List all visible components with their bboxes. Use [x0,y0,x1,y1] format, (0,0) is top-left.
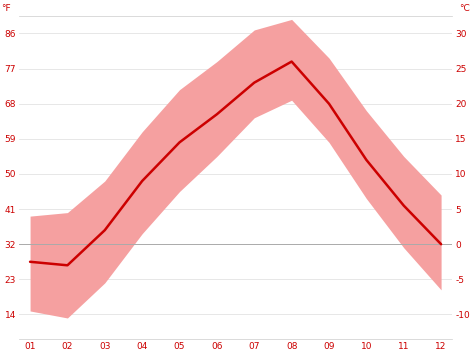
Text: °C: °C [459,4,470,13]
Text: °F: °F [1,4,11,13]
